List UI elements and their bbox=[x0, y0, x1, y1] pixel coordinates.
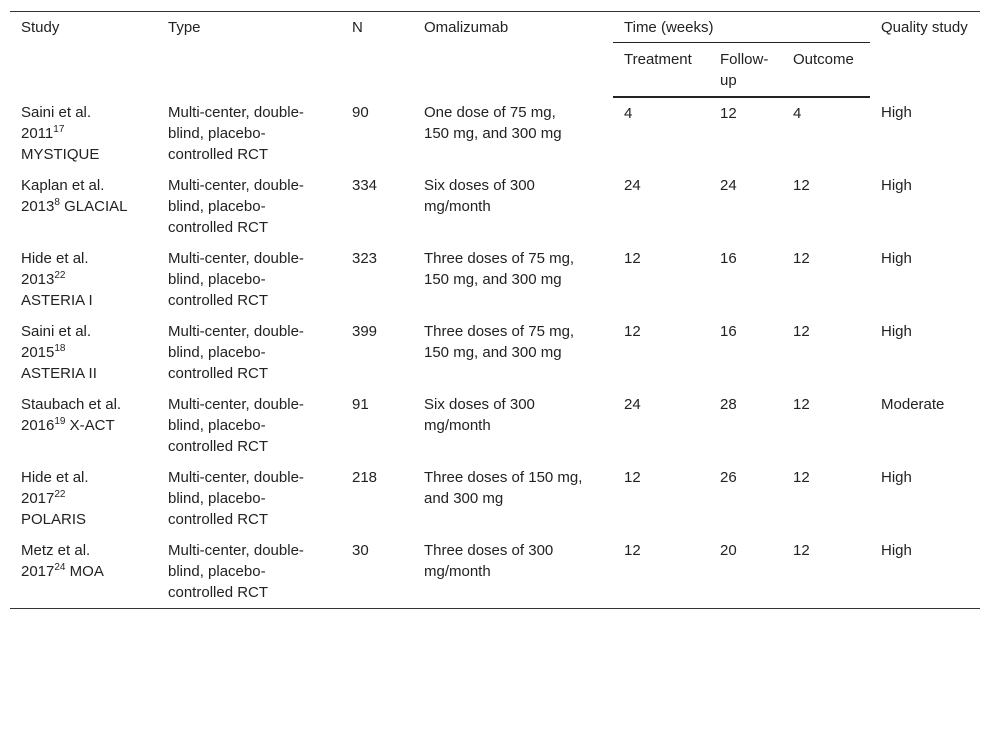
header-cell: Outcome bbox=[782, 42, 871, 98]
study-cell: Saini et al. 201518 ASTERIA II bbox=[10, 316, 157, 389]
omalizumab-cell: Six doses of 300 mg/month bbox=[424, 396, 535, 434]
followup-cell: 26 bbox=[720, 469, 737, 486]
type-cell: Multi-center, double-blind, placebo-cont… bbox=[168, 177, 304, 236]
header-cell: Omalizumab bbox=[424, 19, 509, 36]
study-ref: 22 bbox=[54, 489, 66, 500]
omalizumab-cell: Three doses of 75 mg, 150 mg, and 300 mg bbox=[424, 323, 575, 361]
treatment-cell: 12 bbox=[624, 323, 641, 340]
study-name: Saini et al. 2015 bbox=[21, 323, 92, 361]
type-cell: Multi-center, double-blind, placebo-cont… bbox=[168, 104, 304, 163]
n-cell: 91 bbox=[352, 396, 369, 413]
table-row: Staubach et al. 201619 X-ACT Multi-center… bbox=[10, 389, 980, 462]
study-ref: 24 bbox=[54, 562, 66, 573]
outcome-cell: 12 bbox=[793, 177, 810, 194]
quality-cell: High bbox=[881, 323, 912, 340]
study-label: ASTERIA II bbox=[21, 365, 97, 382]
treatment-cell: 12 bbox=[624, 542, 641, 559]
study-cell: Hide et al. 201322 ASTERIA I bbox=[10, 243, 157, 316]
treatment-cell: 4 bbox=[624, 105, 633, 122]
study-cell: Saini et al. 201117 MYSTIQUE bbox=[10, 97, 157, 170]
study-table: Study Type N Omalizumab Time (weeks) Qua… bbox=[10, 11, 981, 609]
quality-cell: High bbox=[881, 177, 912, 194]
study-label: MYSTIQUE bbox=[21, 146, 100, 163]
study-ref: 19 bbox=[54, 416, 66, 427]
omalizumab-cell: Three doses of 300 mg/month bbox=[424, 542, 554, 580]
study-cell: Staubach et al. 201619 X-ACT bbox=[10, 389, 157, 462]
quality-cell: High bbox=[881, 250, 912, 267]
study-ref: 18 bbox=[54, 343, 66, 354]
table-body: Saini et al. 201117 MYSTIQUE Multi-center… bbox=[10, 97, 980, 609]
study-ref: 22 bbox=[54, 270, 66, 281]
study-name: Staubach et al. 2016 bbox=[21, 396, 122, 434]
outcome-cell: 12 bbox=[793, 323, 810, 340]
study-ref: 17 bbox=[53, 124, 65, 135]
n-cell: 90 bbox=[352, 104, 369, 121]
omalizumab-cell: Three doses of 75 mg, 150 mg, and 300 mg bbox=[424, 250, 575, 288]
followup-cell: 16 bbox=[720, 250, 737, 267]
followup-cell: 16 bbox=[720, 323, 737, 340]
study-label: X-ACT bbox=[69, 417, 115, 434]
type-cell: Multi-center, double-blind, placebo-cont… bbox=[168, 469, 304, 528]
n-cell: 30 bbox=[352, 542, 369, 559]
outcome-cell: 4 bbox=[793, 105, 802, 122]
header-cell: Study bbox=[21, 19, 60, 36]
type-cell: Multi-center, double-blind, placebo-cont… bbox=[168, 396, 304, 455]
omalizumab-cell: One dose of 75 mg, 150 mg, and 300 mg bbox=[424, 104, 562, 142]
type-cell: Multi-center, double-blind, placebo-cont… bbox=[168, 323, 304, 382]
n-cell: 399 bbox=[352, 323, 378, 340]
omalizumab-cell: Three doses of 150 mg, and 300 mg bbox=[424, 469, 583, 507]
study-label: GLACIAL bbox=[64, 198, 128, 215]
study-label: ASTERIA I bbox=[21, 292, 93, 309]
omalizumab-cell: Six doses of 300 mg/month bbox=[424, 177, 535, 215]
header-cell: Type bbox=[168, 19, 201, 36]
header-cell: N bbox=[352, 19, 363, 36]
followup-cell: 28 bbox=[720, 396, 737, 413]
header-cell: Quality study bbox=[881, 19, 968, 36]
header-cell: Follow-up bbox=[709, 42, 782, 98]
table-row: Metz et al. 201724 MOA Multi-center, doub… bbox=[10, 535, 980, 609]
study-name: Kaplan et al. 2013 bbox=[21, 177, 105, 215]
table-row: Saini et al. 201518 ASTERIA II Multi-cent… bbox=[10, 316, 980, 389]
treatment-cell: 12 bbox=[624, 469, 641, 486]
study-cell: Hide et al. 201722 POLARIS bbox=[10, 462, 157, 535]
study-label: POLARIS bbox=[21, 511, 87, 528]
study-name: Hide et al. 2013 bbox=[21, 250, 89, 288]
outcome-cell: 12 bbox=[793, 469, 810, 486]
study-label: MOA bbox=[69, 563, 104, 580]
followup-cell: 24 bbox=[720, 177, 737, 194]
study-ref: 8 bbox=[54, 197, 60, 208]
quality-cell: Moderate bbox=[881, 396, 945, 413]
n-cell: 218 bbox=[352, 469, 378, 486]
study-name: Saini et al. 2011 bbox=[21, 104, 92, 142]
type-cell: Multi-center, double-blind, placebo-cont… bbox=[168, 250, 304, 309]
table-row: Hide et al. 201722 POLARIS Multi-center, … bbox=[10, 462, 980, 535]
outcome-cell: 12 bbox=[793, 250, 810, 267]
n-cell: 323 bbox=[352, 250, 378, 267]
quality-cell: High bbox=[881, 542, 912, 559]
study-cell: Kaplan et al. 20138 GLACIAL bbox=[10, 170, 157, 243]
n-cell: 334 bbox=[352, 177, 378, 194]
type-cell: Multi-center, double-blind, placebo-cont… bbox=[168, 542, 304, 601]
quality-cell: High bbox=[881, 104, 912, 121]
treatment-cell: 24 bbox=[624, 396, 641, 413]
study-name: Metz et al. 2017 bbox=[21, 542, 91, 580]
table-row: Kaplan et al. 20138 GLACIAL Multi-center,… bbox=[10, 170, 980, 243]
header-cell: Treatment bbox=[613, 42, 709, 98]
quality-cell: High bbox=[881, 469, 912, 486]
followup-cell: 20 bbox=[720, 542, 737, 559]
header-cell: Time (weeks) bbox=[613, 11, 871, 43]
treatment-cell: 12 bbox=[624, 250, 641, 267]
followup-cell: 12 bbox=[720, 105, 737, 122]
study-cell: Metz et al. 201724 MOA bbox=[10, 535, 157, 609]
outcome-cell: 12 bbox=[793, 396, 810, 413]
table-row: Hide et al. 201322 ASTERIA I Multi-center… bbox=[10, 243, 980, 316]
outcome-cell: 12 bbox=[793, 542, 810, 559]
study-name: Hide et al. 2017 bbox=[21, 469, 89, 507]
table-row: Saini et al. 201117 MYSTIQUE Multi-center… bbox=[10, 97, 980, 170]
treatment-cell: 24 bbox=[624, 177, 641, 194]
